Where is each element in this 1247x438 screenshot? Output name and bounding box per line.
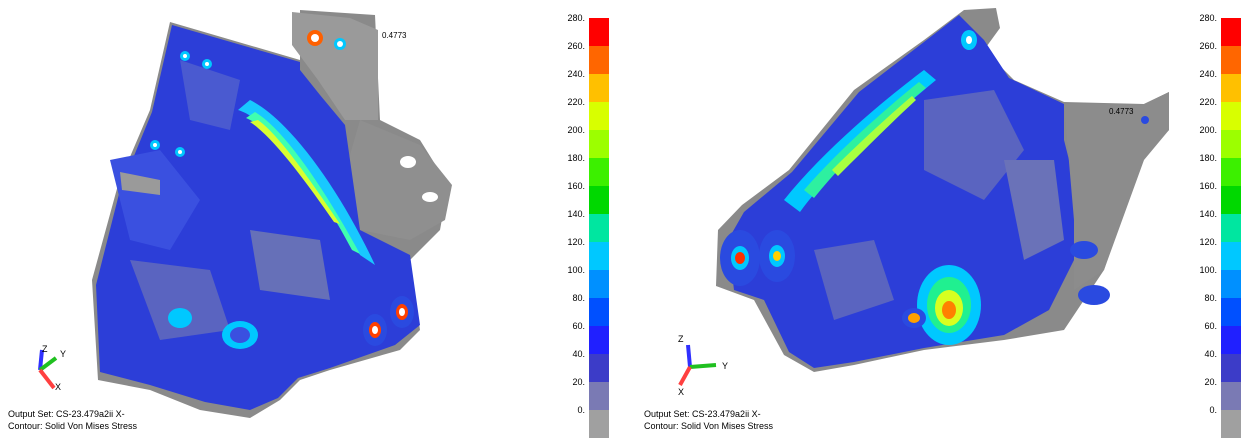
contour-legend-bar: 280. 260. 240. 220. 200. 180. 160. 140. 120. 100.… <box>567 13 609 438</box>
legend-color-band <box>589 298 609 326</box>
axis-x-label: X <box>55 382 62 392</box>
legend-tick-label: 40. <box>1204 349 1217 359</box>
legend-tick-label: 280. <box>1199 13 1217 23</box>
probe-value-label: 0.4773 <box>382 31 407 40</box>
legend-color-band <box>1221 46 1241 74</box>
axis-y-label: Y <box>60 349 67 359</box>
legend-tick-label: 180. <box>567 153 585 163</box>
legend-color-band <box>589 158 609 186</box>
legend-tick-label: 260. <box>567 41 585 51</box>
legend-color-band <box>1221 382 1241 410</box>
legend-tick-label: 240. <box>1199 69 1217 79</box>
legend-tick-label: 220. <box>567 97 585 107</box>
legend-tick-label: 160. <box>567 181 585 191</box>
left-view-panel: 0.4773 Z Y X Output Set: CS-23.479a2ii X… <box>0 0 612 438</box>
legend-tick-label: 0. <box>577 405 585 415</box>
legend-tick-label: 40. <box>572 349 585 359</box>
legend-color-band <box>1221 102 1241 130</box>
legend-tick-label: 280. <box>567 13 585 23</box>
legend-tick-label: 120. <box>567 237 585 247</box>
legend-tick-label: 80. <box>1204 293 1217 303</box>
legend-tick-label: 140. <box>1199 209 1217 219</box>
legend-color-band <box>1221 298 1241 326</box>
legend-color-band <box>589 74 609 102</box>
legend-tick-label: 220. <box>1199 97 1217 107</box>
axis-triad-icon <box>38 349 58 390</box>
legend-tick-label: 100. <box>1199 265 1217 275</box>
legend-tick-label: 120. <box>1199 237 1217 247</box>
legend-color-band <box>1221 18 1241 46</box>
probe-value-label: 0.4773 <box>1109 107 1134 116</box>
legend-tick-label: 20. <box>1204 377 1217 387</box>
legend-tick-label: 20. <box>572 377 585 387</box>
legend-color-band <box>1221 270 1241 298</box>
axis-z-label: Z <box>42 344 48 354</box>
legend-tick-label: 100. <box>567 265 585 275</box>
legend-color-band <box>1221 242 1241 270</box>
legend-color-band <box>1221 214 1241 242</box>
legend-tick-label: 200. <box>1199 125 1217 135</box>
legend-color-band <box>589 354 609 382</box>
legend-color-band <box>589 382 609 410</box>
legend-color-band <box>1221 130 1241 158</box>
legend-color-band <box>1221 410 1241 438</box>
axis-z-label: Z <box>678 334 684 344</box>
legend-tick-label: 180. <box>1199 153 1217 163</box>
legend-color-band <box>589 242 609 270</box>
legend-color-band <box>1221 326 1241 354</box>
legend-tick-label: 160. <box>1199 181 1217 191</box>
legend-color-band <box>589 410 609 438</box>
legend-tick-label: 240. <box>567 69 585 79</box>
legend-tick-label: 200. <box>567 125 585 135</box>
output-set-caption: Output Set: CS-23.479a2ii X- <box>644 409 761 419</box>
legend-color-band <box>589 18 609 46</box>
axis-y-label: Y <box>722 361 729 371</box>
legend-color-band <box>589 186 609 214</box>
legend-color-band <box>589 270 609 298</box>
legend-color-band <box>1221 158 1241 186</box>
legend-tick-label: 60. <box>572 321 585 331</box>
axis-x-label: X <box>678 387 685 397</box>
legend-color-band <box>1221 186 1241 214</box>
legend-color-band <box>1221 74 1241 102</box>
legend-color-band <box>1221 354 1241 382</box>
right-view-panel: 0.4773 Z Y X Output Set: CS-23.479a2ii X… <box>624 0 1247 438</box>
contour-legend-bar: 280. 260. 240. 220. 200. 180. 160. 140. 120. 100.… <box>1199 13 1241 438</box>
output-set-caption: Output Set: CS-23.479a2ii X- <box>8 409 125 419</box>
legend-tick-label: 60. <box>1204 321 1217 331</box>
fem-model-left <box>92 10 452 418</box>
fem-model-right <box>716 8 1169 372</box>
legend-tick-label: 0. <box>1209 405 1217 415</box>
axis-triad-icon <box>678 344 717 386</box>
contour-caption: Contour: Solid Von Mises Stress <box>8 421 138 431</box>
legend-color-band <box>589 46 609 74</box>
legend-tick-label: 80. <box>572 293 585 303</box>
legend-color-band <box>589 326 609 354</box>
legend-color-band <box>589 130 609 158</box>
legend-color-band <box>589 214 609 242</box>
contour-caption: Contour: Solid Von Mises Stress <box>644 421 774 431</box>
legend-tick-label: 260. <box>1199 41 1217 51</box>
legend-tick-label: 140. <box>567 209 585 219</box>
legend-color-band <box>589 102 609 130</box>
